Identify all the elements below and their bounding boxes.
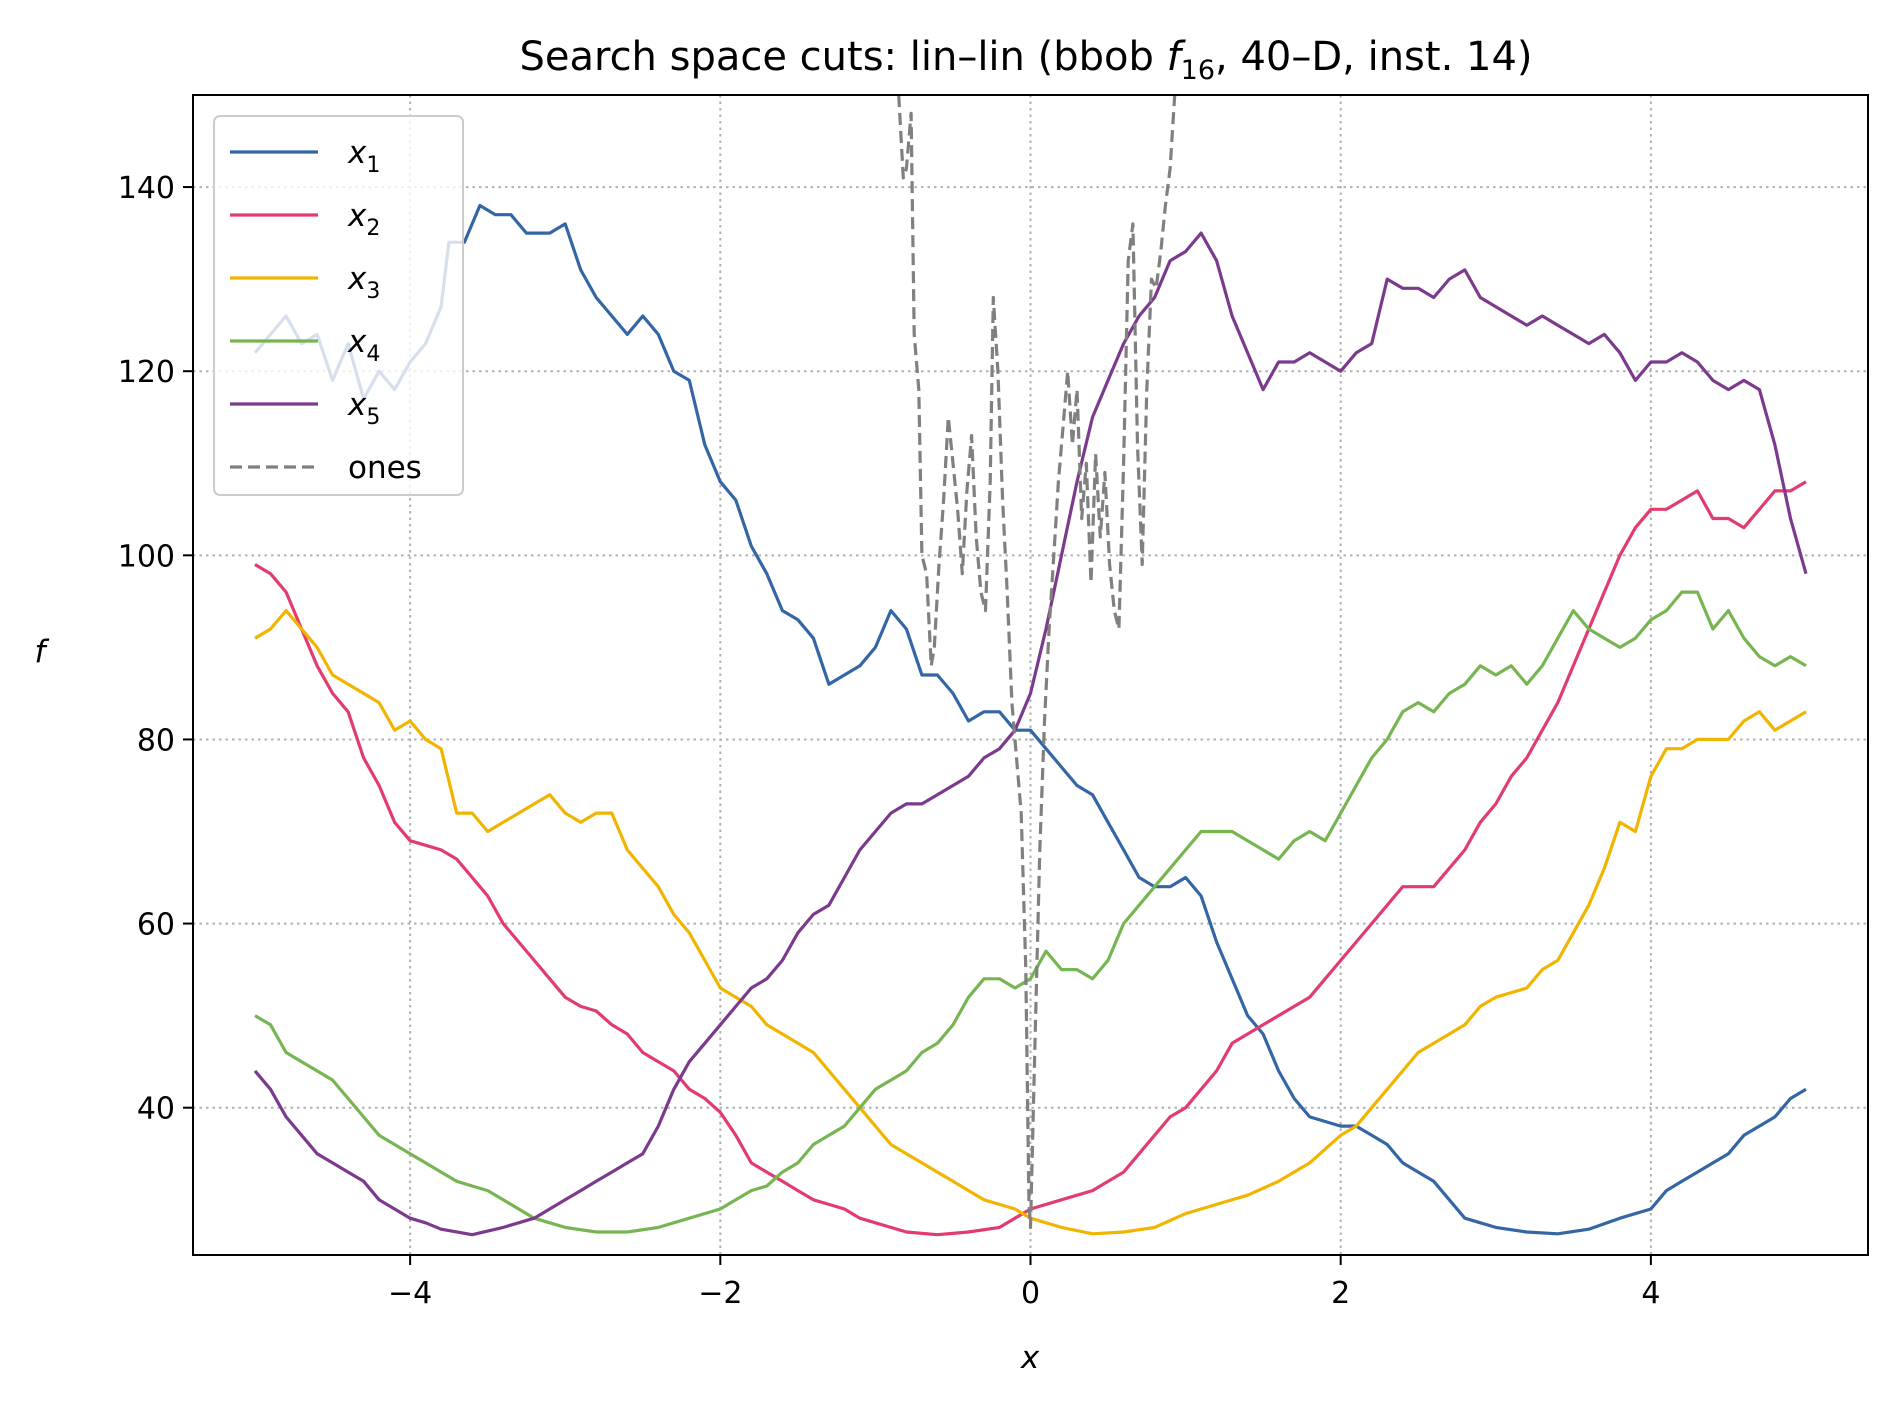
legend-label-ones: ones bbox=[348, 450, 422, 486]
legend-label-x5: x5 bbox=[347, 387, 380, 430]
legend-label-x3: x3 bbox=[347, 261, 380, 304]
y-tick-label: 60 bbox=[137, 908, 175, 943]
series-line-x2 bbox=[254, 480, 1807, 1237]
legend-sub: 1 bbox=[366, 153, 380, 178]
legend-var: x bbox=[347, 135, 367, 171]
legend-sub: 5 bbox=[366, 405, 380, 430]
series-line-x4 bbox=[254, 590, 1807, 1234]
x-axis-label: x bbox=[1020, 1340, 1040, 1376]
series-line-x3 bbox=[254, 609, 1807, 1236]
x-tick-label: −4 bbox=[388, 1276, 432, 1311]
title-func-sub: 16 bbox=[1181, 55, 1215, 86]
y-axis: 40 60 80 100 120 140 bbox=[118, 171, 193, 1127]
legend-var: x bbox=[347, 387, 367, 423]
legend-label-x1: x1 bbox=[347, 135, 380, 178]
legend-sub: 3 bbox=[366, 279, 380, 304]
legend-label-x4: x4 bbox=[347, 324, 380, 367]
series-line-x5 bbox=[253, 231, 1808, 1237]
legend-box bbox=[213, 115, 464, 496]
x-tick-label: 2 bbox=[1331, 1276, 1350, 1311]
legend-sub: 2 bbox=[366, 216, 380, 241]
y-tick-label: 100 bbox=[118, 539, 175, 574]
legend-sub: 4 bbox=[366, 342, 380, 367]
legend-var: x bbox=[347, 198, 367, 234]
y-tick-label: 140 bbox=[118, 171, 175, 206]
grid-lines bbox=[193, 95, 1868, 1255]
y-tick-label: 80 bbox=[137, 723, 175, 758]
title-rest: , 40–D, inst. 14) bbox=[1215, 34, 1532, 80]
legend-name: ones bbox=[348, 450, 422, 486]
series-layer bbox=[253, 95, 1808, 1237]
y-tick-label: 40 bbox=[137, 1092, 175, 1127]
x-tick-label: 0 bbox=[1021, 1276, 1040, 1311]
x-tick-label: −2 bbox=[698, 1276, 742, 1311]
series-line-ones bbox=[897, 95, 1177, 1229]
y-tick-label: 120 bbox=[118, 355, 175, 390]
title-main: Search space cuts: lin–lin (bbob bbox=[519, 34, 1166, 80]
x-tick-label: 4 bbox=[1641, 1276, 1660, 1311]
legend-label-x2: x2 bbox=[347, 198, 380, 241]
chart-title: Search space cuts: lin–lin (bbob f16, 40… bbox=[519, 34, 1532, 86]
legend-var: x bbox=[347, 261, 367, 297]
series-line-x1 bbox=[253, 203, 1807, 1236]
x-axis: −4 −2 0 2 4 bbox=[388, 1255, 1660, 1311]
legend-var: x bbox=[347, 324, 367, 360]
